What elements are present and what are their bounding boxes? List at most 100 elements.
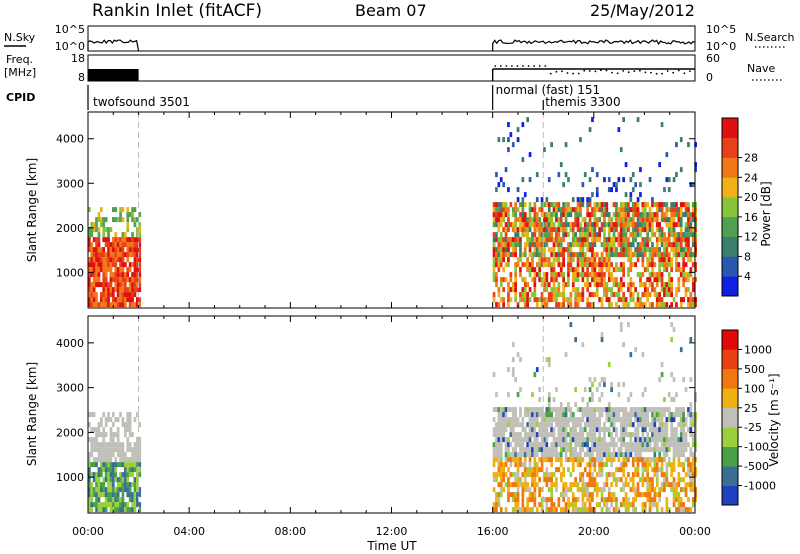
heatmap-cell — [131, 432, 134, 438]
heatmap-cell — [624, 207, 628, 213]
heatmap-cell — [533, 292, 537, 298]
heatmap-cell — [679, 302, 683, 308]
heatmap-cell — [509, 492, 513, 498]
heatmap-cell — [636, 427, 640, 433]
heatmap-cell — [543, 447, 546, 453]
heatmap-cell — [545, 497, 549, 503]
heatmap-cell — [667, 222, 671, 228]
heatmap-cell — [583, 467, 587, 473]
heatmap-cell — [547, 402, 551, 408]
heatmap-cell — [641, 392, 645, 398]
heatmap-cell — [646, 497, 649, 503]
heatmap-cell — [672, 232, 676, 238]
heatmap-cell — [90, 502, 94, 508]
heatmap-cell — [109, 472, 113, 478]
heatmap-cell — [88, 237, 91, 243]
heatmap-cell — [677, 242, 681, 248]
heatmap-cell — [636, 407, 640, 413]
heatmap-cell — [540, 457, 544, 463]
heatmap-cell — [569, 427, 573, 433]
heatmap-cell — [497, 452, 501, 458]
heatmap-cell — [559, 437, 563, 443]
heatmap-cell — [665, 407, 669, 413]
nave-label: Nave — [747, 62, 775, 75]
heatmap-cell — [622, 272, 625, 278]
heatmap-cell — [576, 202, 580, 208]
heatmap-cell — [116, 272, 120, 278]
heatmap-cell — [492, 207, 496, 213]
heatmap-cell — [663, 397, 666, 403]
heatmap-cell — [114, 462, 118, 468]
heatmap-cell — [547, 207, 551, 213]
heatmap-cell — [100, 292, 103, 298]
freq-unit-label: [MHz] — [4, 66, 36, 79]
heatmap-cell — [610, 272, 613, 278]
heatmap-cell — [679, 227, 683, 233]
heatmap-cell — [610, 247, 613, 253]
heatmap-cell — [663, 257, 666, 263]
heatmap-cell — [528, 207, 532, 213]
heatmap-cell — [531, 292, 534, 298]
heatmap-cell — [679, 242, 683, 248]
heatmap-cell — [667, 442, 671, 448]
heatmap-cell — [646, 202, 649, 208]
heatmap-cell — [579, 487, 582, 493]
heatmap-cell — [651, 267, 654, 273]
heatmap-cell — [617, 457, 621, 463]
heatmap-cell — [547, 497, 551, 503]
heatmap-cell — [519, 267, 522, 273]
heatmap-cell — [603, 497, 606, 503]
heatmap-cell — [497, 202, 501, 208]
heatmap-cell — [607, 457, 611, 463]
y-tick-label: 3000 — [56, 382, 84, 395]
heatmap-cell — [586, 202, 589, 208]
heatmap-cell — [634, 247, 637, 253]
heatmap-cell — [116, 477, 120, 483]
heatmap-cell — [679, 432, 683, 438]
heatmap-cell — [672, 487, 676, 493]
heatmap-cell — [627, 397, 630, 403]
heatmap-cell — [571, 257, 575, 263]
heatmap-cell — [516, 197, 520, 203]
heatmap-cell — [124, 477, 127, 483]
heatmap-cell — [593, 277, 597, 283]
heatmap-cell — [607, 267, 611, 273]
heatmap-cell — [648, 427, 652, 433]
heatmap-cell — [569, 222, 573, 228]
heatmap-cell — [552, 297, 556, 303]
heatmap-cell — [492, 232, 496, 238]
heatmap-cell — [576, 292, 580, 298]
heatmap-cell — [646, 447, 649, 453]
heatmap-cell — [576, 452, 580, 458]
heatmap-cell — [629, 297, 633, 303]
heatmap-cell — [581, 442, 585, 448]
heatmap-cell — [562, 437, 565, 443]
heatmap-cell — [107, 502, 110, 508]
y-tick-label: 1000 — [56, 266, 84, 279]
heatmap-cell — [555, 417, 558, 423]
heatmap-cell — [631, 472, 635, 478]
heatmap-cell — [579, 272, 582, 278]
heatmap-cell — [653, 252, 657, 258]
heatmap-cell — [495, 422, 498, 428]
heatmap-cell — [648, 447, 652, 453]
heatmap-cell — [119, 462, 122, 468]
heatmap-cell — [550, 442, 553, 448]
heatmap-cell — [588, 492, 592, 498]
heatmap-cell — [653, 472, 657, 478]
heatmap-cell — [651, 482, 654, 488]
heatmap-cell — [636, 117, 640, 123]
heatmap-cell — [540, 407, 544, 413]
heatmap-cell — [634, 412, 637, 418]
heatmap-cell — [653, 502, 657, 508]
heatmap-cell — [516, 257, 520, 263]
heatmap-cell — [643, 287, 647, 293]
heatmap-cell — [533, 252, 537, 258]
heatmap-cell — [497, 432, 501, 438]
heatmap-cell — [689, 487, 693, 493]
heatmap-cell — [545, 457, 549, 463]
heatmap-cell — [684, 472, 688, 478]
heatmap-cell — [660, 277, 664, 283]
heatmap-cell — [540, 427, 544, 433]
heatmap-cell — [574, 292, 577, 298]
